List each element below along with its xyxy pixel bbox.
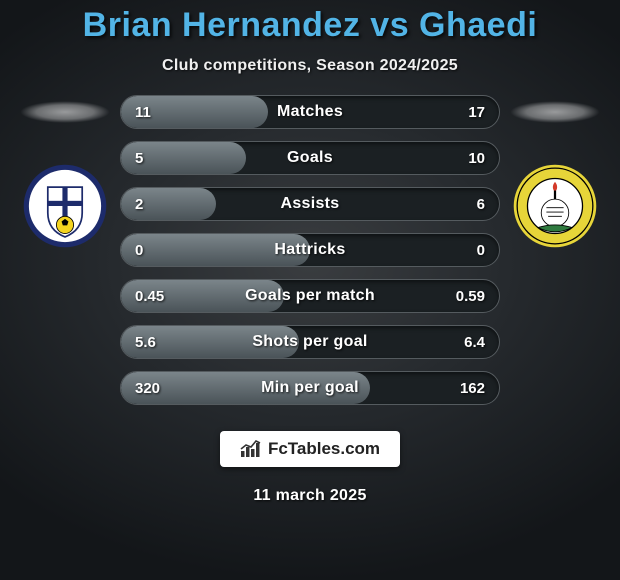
- date-line: 11 march 2025: [253, 487, 366, 505]
- stat-bar: 510Goals: [120, 141, 500, 175]
- stat-label: Goals: [121, 149, 499, 167]
- club-badge-right: [512, 163, 598, 249]
- stat-bar: 00Hattricks: [120, 233, 500, 267]
- page-title: Brian Hernandez vs Ghaedi: [83, 6, 538, 45]
- stats-column: 1117Matches 510Goals 26Assists 00Hattricks 0…: [120, 95, 500, 405]
- content-wrapper: Brian Hernandez vs Ghaedi Club competiti…: [0, 0, 620, 580]
- player-shadow-left: [20, 101, 110, 123]
- player-shadow-right: [510, 101, 600, 123]
- right-badge-column: [500, 95, 610, 249]
- left-badge-column: [10, 95, 120, 249]
- stat-label: Min per goal: [121, 379, 499, 397]
- stat-bar: 5.66.4Shots per goal: [120, 325, 500, 359]
- stat-bar: 1117Matches: [120, 95, 500, 129]
- brand-logo: FcTables.com: [220, 431, 400, 467]
- stat-bar: 0.450.59Goals per match: [120, 279, 500, 313]
- main-row: 1117Matches 510Goals 26Assists 00Hattricks 0…: [0, 95, 620, 405]
- stat-label: Hattricks: [121, 241, 499, 259]
- chart-icon: [240, 440, 262, 458]
- stat-bar: 320162Min per goal: [120, 371, 500, 405]
- club-badge-left: [22, 163, 108, 249]
- stat-label: Matches: [121, 103, 499, 121]
- stat-label: Shots per goal: [121, 333, 499, 351]
- stat-label: Goals per match: [121, 287, 499, 305]
- subtitle: Club competitions, Season 2024/2025: [162, 57, 458, 75]
- stat-bar: 26Assists: [120, 187, 500, 221]
- brand-text: FcTables.com: [268, 439, 380, 459]
- stat-label: Assists: [121, 195, 499, 213]
